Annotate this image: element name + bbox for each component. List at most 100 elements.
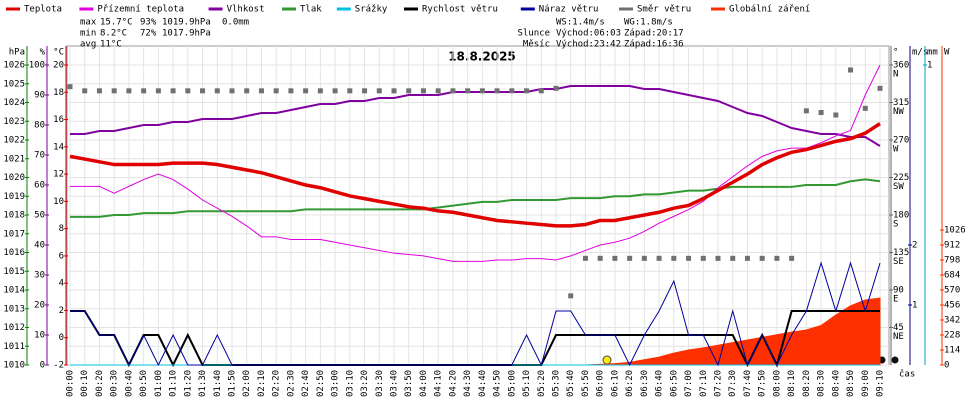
- y-tick-label: 1010: [3, 361, 25, 371]
- x-tick-label: 03:40: [390, 370, 400, 397]
- direction-point: [406, 88, 412, 94]
- direction-point: [627, 255, 633, 261]
- x-tick-label: 05:10: [522, 370, 532, 397]
- x-tick-label: 08:10: [787, 370, 797, 397]
- series-line: [70, 85, 881, 147]
- x-tick-label: 06:10: [610, 370, 620, 397]
- direction-point: [170, 88, 176, 94]
- x-tick-label: 00:50: [139, 370, 149, 397]
- x-tick-label: 07:50: [758, 370, 768, 397]
- y-tick-label: 90: [893, 286, 904, 296]
- x-tick-label: 00:40: [124, 370, 134, 397]
- y-tick-label: 114: [944, 346, 960, 356]
- y-tick-label: 684: [944, 271, 960, 281]
- series-line: [69, 122, 881, 228]
- stat-value: 1019.9hPa: [162, 18, 211, 28]
- direction-point: [671, 255, 677, 261]
- y-tick-label: 2: [912, 241, 917, 251]
- x-tick-label: 01:00: [154, 370, 164, 397]
- y-tick-label: 14: [53, 142, 64, 152]
- compass-label: NW: [893, 107, 904, 117]
- x-tick-label: 03:10: [345, 370, 355, 397]
- y-tick-label: 342: [944, 316, 960, 326]
- x-tick-label: 04:30: [463, 370, 473, 397]
- y-tick-label: 45: [893, 323, 904, 333]
- direction-point: [833, 112, 839, 118]
- y-tick-label: 40: [34, 241, 45, 251]
- x-tick-label: 00:10: [80, 370, 90, 397]
- y-tick-label: 1012: [3, 323, 25, 333]
- x-tick-label: 08:20: [802, 370, 812, 397]
- info-value: Západ:20:17: [624, 29, 684, 39]
- stat-value: 72%: [140, 29, 157, 39]
- moon-marker: [891, 356, 899, 364]
- y-tick-label: 0: [59, 333, 64, 343]
- x-tick-label: 08:30: [817, 370, 827, 397]
- y-tick-label: 135: [893, 248, 909, 258]
- y-tick-label: 1025: [3, 79, 25, 89]
- y-tick-label: 1026: [3, 61, 25, 71]
- direction-point: [347, 88, 353, 94]
- x-tick-label: 07:40: [743, 370, 753, 397]
- compass-label: SE: [893, 257, 904, 267]
- y-tick-label: 1013: [3, 304, 25, 314]
- direction-point: [67, 84, 73, 90]
- stat-label: avg: [80, 40, 96, 50]
- direction-point: [524, 88, 530, 94]
- y-tick-label: 1: [927, 61, 932, 71]
- direction-point: [111, 88, 117, 94]
- x-tick-label: 04:20: [448, 370, 458, 397]
- y-tick-label: 228: [944, 331, 960, 341]
- stat-value: 1017.9hPa: [162, 29, 211, 39]
- x-tick-label: 04:40: [478, 370, 488, 397]
- y-tick-label: 270: [893, 136, 909, 146]
- y-tick-label: 570: [944, 286, 960, 296]
- series-line: [70, 261, 881, 367]
- x-tick-label: 07:20: [714, 370, 724, 397]
- y-tick-label: 1021: [3, 154, 25, 164]
- x-tick-label: 00:20: [95, 370, 105, 397]
- legend-label: Rychlost větru: [422, 5, 498, 15]
- axis-unit: °: [893, 48, 898, 58]
- legend-label: Teplota: [24, 5, 62, 15]
- direction-point: [214, 88, 220, 94]
- x-tick-label: 01:50: [228, 370, 238, 397]
- x-tick-label: 00:00: [66, 370, 76, 397]
- stat-value: 11°C: [100, 40, 122, 50]
- info-value: Západ:16:36: [624, 40, 684, 50]
- y-tick-label: 12: [53, 170, 64, 180]
- legend-label: Náraz větru: [539, 5, 599, 15]
- direction-point: [185, 88, 191, 94]
- direction-point: [96, 88, 102, 94]
- x-tick-label: 04:00: [419, 370, 429, 397]
- y-tick-label: 10: [53, 197, 64, 207]
- direction-point: [332, 88, 338, 94]
- y-tick-label: 18: [53, 88, 64, 98]
- y-tick-label: 180: [893, 211, 909, 221]
- x-tick-label: 08:50: [846, 370, 856, 397]
- direction-point: [155, 88, 161, 94]
- y-tick-label: 100: [29, 61, 45, 71]
- y-tick-label: 0: [40, 361, 45, 371]
- y-tick-label: -2: [53, 361, 64, 371]
- direction-point: [597, 255, 603, 261]
- x-tick-label: 01:10: [169, 370, 179, 397]
- compass-label: N: [893, 70, 898, 80]
- info-value: Východ:23:42: [556, 40, 621, 50]
- direction-point: [582, 255, 588, 261]
- series-line: [70, 178, 881, 218]
- x-tick-label: 07:30: [728, 370, 738, 397]
- y-tick-label: 4: [59, 279, 64, 289]
- legend-label: Vlhkost: [227, 5, 265, 15]
- x-tick-label: 01:20: [183, 370, 193, 397]
- direction-point: [391, 88, 397, 94]
- y-tick-label: 456: [944, 301, 960, 311]
- x-tick-label: 02:50: [316, 370, 326, 397]
- y-tick-label: 798: [944, 256, 960, 266]
- x-tick-label: 06:50: [669, 370, 679, 397]
- x-tick-label: 02:30: [286, 370, 296, 397]
- x-tick-label: 09:00: [861, 370, 871, 397]
- x-tick-label: 03:20: [360, 370, 370, 397]
- x-tick-label: 03:00: [331, 370, 341, 397]
